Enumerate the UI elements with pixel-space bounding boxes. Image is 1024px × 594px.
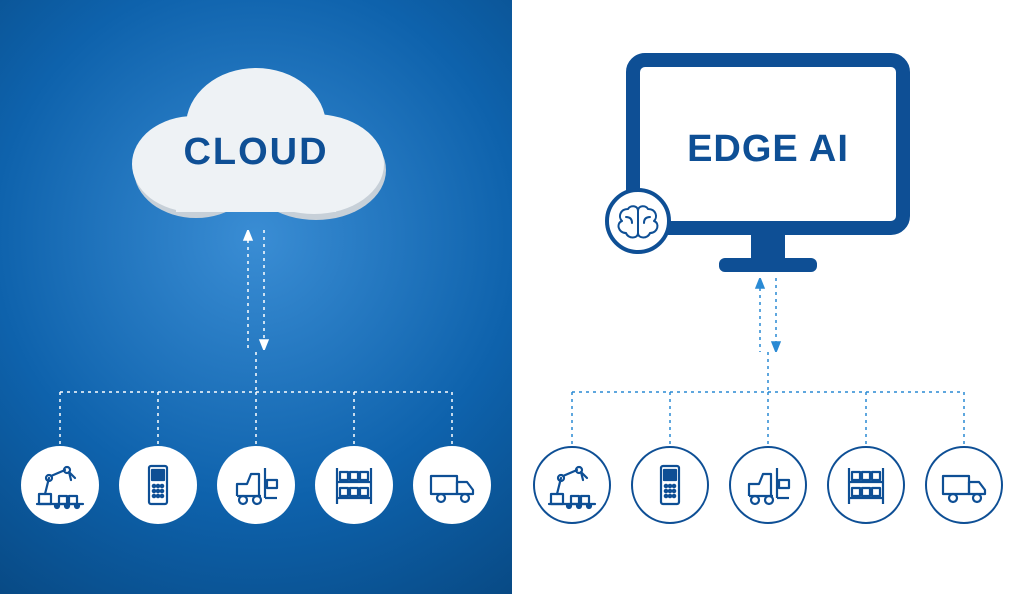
edge-icon-row xyxy=(533,446,1003,524)
forklift-icon xyxy=(217,446,295,524)
brain-badge xyxy=(605,188,671,254)
cloud-title: CLOUD xyxy=(183,130,328,173)
forklift-icon xyxy=(729,446,807,524)
robot-arm-icon xyxy=(533,446,611,524)
cloud-icon-row xyxy=(21,446,491,524)
handheld-icon xyxy=(631,446,709,524)
edge-bidirectional-arrows xyxy=(750,278,786,352)
cloud-graphic: CLOUD xyxy=(116,60,396,235)
edge-ai-title: EDGE AI xyxy=(687,128,849,171)
cloud-connector-tree xyxy=(21,352,491,452)
cloud-bidirectional-arrows xyxy=(238,230,274,350)
monitor-graphic: EDGE AI xyxy=(623,50,913,285)
cloud-panel: CLOUD xyxy=(0,0,512,594)
truck-icon xyxy=(413,446,491,524)
edge-ai-panel: EDGE AI xyxy=(512,0,1024,594)
edge-connector-tree xyxy=(533,352,1003,452)
truck-icon xyxy=(925,446,1003,524)
shelves-icon xyxy=(827,446,905,524)
handheld-icon xyxy=(119,446,197,524)
shelves-icon xyxy=(315,446,393,524)
robot-arm-icon xyxy=(21,446,99,524)
brain-icon xyxy=(614,201,662,241)
